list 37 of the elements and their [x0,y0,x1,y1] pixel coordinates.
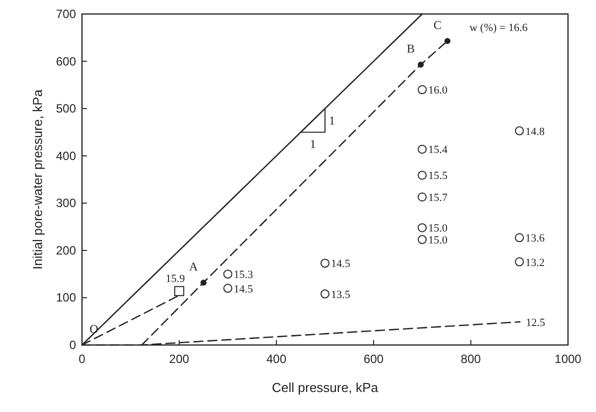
annotation: 13.5 [331,288,351,301]
y-tick-label: 300 [56,196,76,210]
annotation: 12.5 [526,316,546,329]
y-axis-title: Initial pore-water pressure, kPa [30,88,45,270]
annotation: C [433,18,442,32]
x-tick-label: 0 [78,352,86,366]
x-tick-label: 600 [364,352,384,366]
annotation: 14.5 [234,283,254,296]
annotation: 15.0 [428,234,448,247]
annotation: w (%) = 16.6 [469,22,528,34]
x-tick-label: 1000 [554,352,582,366]
annotation: 14.8 [525,126,546,138]
annotation: 14.5 [331,258,351,270]
y-tick-label: 200 [56,243,76,258]
annotation: 1 [329,113,335,128]
annotation: 13.2 [525,256,545,269]
annotation: B [406,42,415,56]
annotation: 15.0 [428,222,448,235]
y-tick-label: 400 [56,148,76,163]
x-tick-label: 800 [460,352,482,366]
annotation: 15.3 [234,269,254,282]
annotation: 15.7 [428,192,448,204]
annotation: 16.0 [428,84,448,97]
annotation: A [189,260,198,274]
annotation: 15.9 [166,273,186,286]
y-tick-label: 0 [69,338,76,352]
annotation: 15.5 [428,170,448,182]
y-tick-label: 100 [56,290,76,305]
annotation: 1 [310,137,316,152]
y-tick-label: 500 [56,102,76,116]
y-tick-label: 600 [56,54,76,68]
x-axis-title: Cell pressure, kPa [272,380,379,395]
y-tick-label: 700 [56,7,76,21]
x-tick-label: 200 [169,352,190,366]
annotation: 15.4 [428,144,448,156]
annotation: 13.6 [525,232,546,245]
x-tick-label: 400 [266,352,287,366]
